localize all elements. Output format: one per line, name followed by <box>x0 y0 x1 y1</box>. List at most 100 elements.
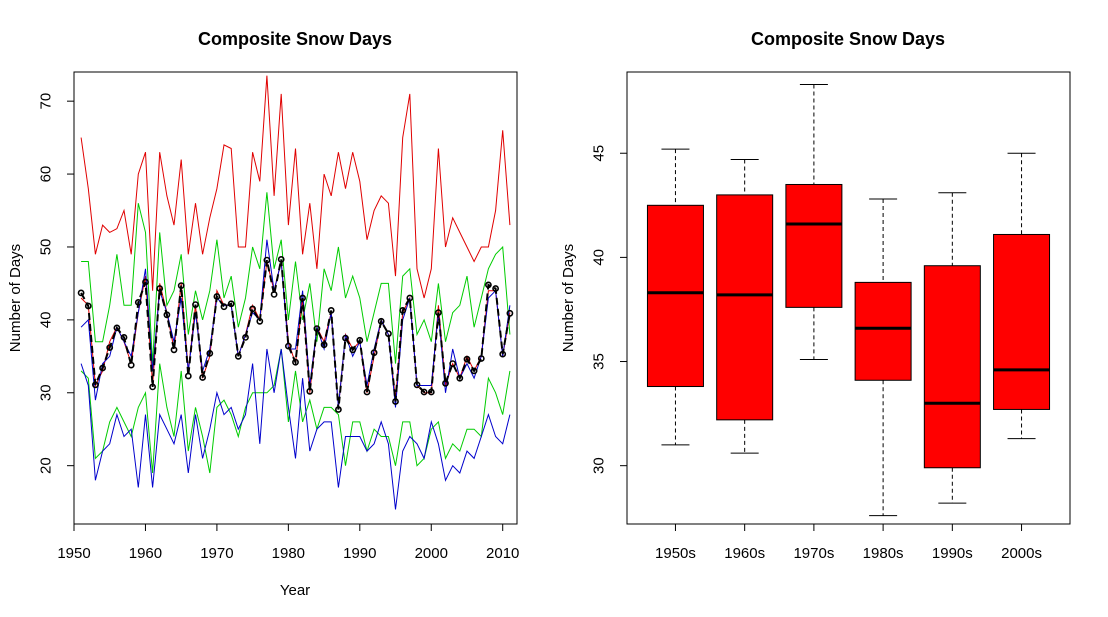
x-tick-label: 1950s <box>655 545 696 562</box>
line-point <box>456 374 464 382</box>
x-tick-label: 1990s <box>932 545 973 562</box>
iqr-box <box>716 194 774 421</box>
line-point <box>492 285 499 292</box>
line-point <box>327 306 335 314</box>
line-point <box>270 290 278 298</box>
y-tick-label: 50 <box>38 239 55 256</box>
box-plot-y-label: Number of Days <box>560 244 577 352</box>
y-tick-label: 40 <box>38 312 55 329</box>
line-point <box>142 278 149 286</box>
x-tick-label: 1960s <box>724 545 765 562</box>
line-point <box>277 255 285 263</box>
line-point <box>106 344 114 351</box>
x-tick-label: 1970s <box>793 545 834 562</box>
line-point <box>384 330 392 338</box>
iqr-box <box>646 204 704 388</box>
line-point <box>463 355 471 363</box>
line-point <box>99 364 106 372</box>
x-tick-label: 2010 <box>486 545 519 562</box>
line-series-0 <box>80 75 511 299</box>
y-tick-label: 35 <box>591 353 608 370</box>
box-plot-panel: Composite Snow Days 1950s 1960s 1970s 1980s… <box>560 29 1071 562</box>
line-point <box>242 333 249 341</box>
box-1990s <box>923 192 981 504</box>
x-tick-label: 2000 <box>415 545 448 562</box>
line-point <box>399 306 407 314</box>
line-point <box>420 388 428 396</box>
line-chart-y-axis: 20 30 40 50 60 70 <box>38 93 74 474</box>
line-point <box>370 349 378 357</box>
line-point <box>477 355 485 362</box>
line-point <box>413 381 421 389</box>
box-1950s <box>646 148 704 446</box>
line-point <box>113 324 121 332</box>
y-tick-label: 40 <box>591 249 608 266</box>
line-point <box>484 281 492 289</box>
line-point <box>206 349 214 357</box>
line-point <box>120 333 128 341</box>
line-point <box>149 383 156 391</box>
box-plot-x-axis: 1950s 1960s 1970s 1980s 1990s 2000s <box>655 524 1042 562</box>
line-point <box>434 309 442 316</box>
line-point <box>256 317 264 325</box>
line-point <box>349 346 357 354</box>
line-point <box>220 303 228 311</box>
box-plot-plot-frame <box>626 71 1071 525</box>
line-point <box>170 346 178 354</box>
iqr-box <box>923 265 981 469</box>
line-point <box>77 289 85 297</box>
line-point <box>134 298 142 306</box>
line-point <box>213 293 221 300</box>
iqr-box <box>785 183 843 308</box>
line-chart-panel: Composite Snow Days 1950 1960 1970 1980 1990… <box>7 29 519 599</box>
line-point <box>449 360 457 367</box>
line-point <box>442 379 449 387</box>
box-1960s <box>716 158 774 454</box>
line-point <box>292 358 299 366</box>
line-point <box>356 336 364 344</box>
y-tick-label: 45 <box>591 145 608 162</box>
line-point <box>192 301 199 308</box>
x-tick-label: 1980s <box>863 545 904 562</box>
line-point <box>313 325 321 332</box>
line-point <box>299 294 306 302</box>
line-point <box>163 311 171 319</box>
x-tick-label: 1970 <box>200 545 233 562</box>
line-point <box>284 342 292 350</box>
line-series-2 <box>80 348 511 474</box>
y-tick-label: 30 <box>38 384 55 401</box>
line-series-1 <box>81 192 511 364</box>
box-plot-y-axis: 30 35 40 45 <box>591 145 627 474</box>
line-point <box>406 294 414 302</box>
line-point <box>127 361 135 369</box>
x-tick-label: 1990 <box>343 545 376 562</box>
line-point <box>92 381 99 389</box>
line-point <box>249 305 256 313</box>
line-point <box>506 309 514 317</box>
line-chart-y-label: Number of Days <box>7 244 24 352</box>
x-tick-label: 1980 <box>272 545 305 562</box>
box-plot-boxes-group <box>646 83 1051 517</box>
box-plot-title: Composite Snow Days <box>751 29 945 49</box>
box-1970s <box>785 83 843 360</box>
x-tick-label: 2000s <box>1001 545 1042 562</box>
line-point <box>470 367 478 375</box>
y-tick-label: 30 <box>591 457 608 474</box>
box-1980s <box>854 198 912 517</box>
line-point <box>199 374 206 381</box>
line-point <box>363 388 371 396</box>
line-point <box>177 282 185 289</box>
line-series-6 <box>80 259 511 410</box>
iqr-box <box>854 281 912 381</box>
iqr-box <box>993 233 1051 410</box>
y-tick-label: 70 <box>38 93 55 110</box>
line-point <box>427 388 435 396</box>
line-chart-series-group <box>77 75 514 510</box>
line-point <box>306 387 314 395</box>
line-series-3 <box>80 348 511 510</box>
line-chart-title: Composite Snow Days <box>198 29 392 49</box>
line-point <box>377 317 385 325</box>
line-point <box>184 372 192 380</box>
line-point <box>227 300 235 308</box>
